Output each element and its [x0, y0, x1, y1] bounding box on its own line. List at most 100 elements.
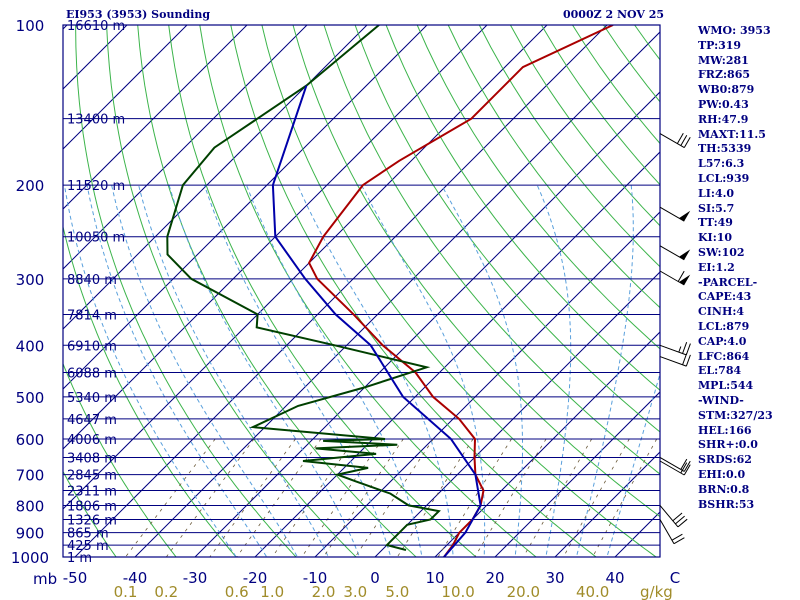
isotherm-line: [134, 31, 660, 557]
wind-barb: [659, 460, 691, 476]
height-label: 6910 m: [67, 339, 117, 354]
height-label: 865 m: [67, 527, 109, 542]
mixing-ratio-line: [592, 438, 658, 557]
index-line: EI:1.2: [698, 260, 735, 274]
wind-barb-staff: [659, 344, 687, 356]
moist-adiabat-line: [441, 184, 523, 557]
dry-adiabat-line: [63, 224, 237, 557]
moist-adiabat-line: [606, 372, 660, 557]
temperature-tick-label: -30: [183, 569, 208, 587]
pressure-label: 600: [16, 431, 45, 449]
mixing-ratio-label: 0.1: [114, 583, 138, 600]
pressure-label: 900: [16, 525, 45, 543]
mixing-ratio-label: 20.0: [507, 583, 540, 600]
index-line: MW:281: [698, 53, 749, 67]
wind-barb-staff: [659, 460, 685, 476]
wind-barb: [659, 245, 691, 261]
wind-barb-half-flag: [678, 346, 682, 353]
dry-adiabat-line: [75, 25, 297, 557]
mixing-ratio-line: [124, 438, 216, 557]
wind-barb-flag: [676, 132, 684, 144]
wind-barb-flag: [682, 353, 688, 365]
wind-barb-flag: [673, 537, 685, 545]
pressure-label: 1000: [11, 549, 49, 567]
dry-adiabat-line: [0, 25, 3, 568]
dry-adiabat-line: [478, 25, 660, 268]
moist-adiabat-line: [575, 185, 634, 557]
pressure-label: 800: [16, 497, 45, 515]
mixing-ratio-label: 0.6: [225, 583, 249, 600]
dry-adiabat-line: [168, 25, 477, 557]
index-line: LCL:939: [698, 171, 750, 185]
pressure-label: 100: [16, 17, 45, 35]
height-label: 11520 m: [67, 179, 125, 194]
index-line: STM:327/23: [698, 408, 773, 422]
temperature-tick-label: 40: [605, 569, 624, 587]
height-label: 4647 m: [67, 413, 117, 428]
moist-adiabat-line: [246, 184, 423, 557]
moist-adiabat-line: [361, 184, 486, 557]
temperature-tick-label: C: [670, 569, 680, 587]
moist-adiabat-line: [63, 185, 237, 557]
temperature-tick-label: 10: [425, 569, 444, 587]
index-line: -PARCEL-: [698, 275, 758, 289]
index-line: LI:4.0: [698, 186, 735, 200]
dry-adiabat-line: [292, 25, 660, 518]
height-label: 1806 m: [67, 499, 117, 514]
dry-adiabat-line: [354, 25, 660, 433]
dry-adiabat-line: [385, 25, 660, 391]
temperature-tick-label: -10: [303, 569, 328, 587]
mixing-ratio-unit-label: g/kg: [640, 583, 673, 600]
index-line: BSHR:53: [698, 497, 755, 511]
dry-adiabat-line: [63, 470, 117, 557]
index-line: SHR+:0.0: [698, 438, 758, 452]
temperature-tick-label: -20: [243, 569, 268, 587]
mixing-ratio-label: 40.0: [576, 583, 609, 600]
wind-barb-pennant: [679, 274, 691, 285]
isotherm-line: [314, 211, 660, 557]
height-label: 6088 m: [67, 367, 117, 382]
isotherm-line: [63, 25, 308, 270]
isotherm-line: [63, 25, 68, 30]
temperature-tick-label: -50: [63, 569, 88, 587]
wind-barb-flag: [682, 342, 688, 354]
dry-adiabat-line: [261, 25, 657, 557]
isotherm-line: [194, 91, 660, 557]
wind-barb-flag: [677, 518, 688, 528]
wind-barb-flag: [683, 464, 691, 476]
isotherm-line: [63, 25, 548, 510]
indices-panel: WMO: 3953 TP:319 MW:281 FRZ:865 WB0:879 PW:0.…: [698, 24, 773, 512]
index-line: TT:49: [698, 216, 733, 230]
index-line: SRDS:62: [698, 453, 752, 467]
mixing-ratio-label: 5.0: [385, 583, 409, 600]
index-line: CINH:4: [698, 305, 745, 319]
isotherm-line: [63, 25, 488, 450]
wind-barb-staff: [659, 519, 675, 544]
index-line: PW:0.43: [698, 97, 749, 111]
wind-barb: [659, 457, 691, 472]
isotherm-line: [254, 151, 660, 557]
temperature-tick-label: -40: [123, 569, 148, 587]
wind-barb-flag: [685, 354, 691, 367]
isotherm-line: [434, 331, 660, 557]
index-line: MPL:544: [698, 379, 754, 393]
moist-adiabat-line: [203, 184, 392, 557]
height-label: 2311 m: [67, 485, 117, 500]
height-label: 10050 m: [67, 231, 125, 246]
wind-barb-flag: [680, 462, 688, 474]
mixing-ratio-line: [165, 438, 255, 557]
index-line: HEL:166: [698, 423, 752, 437]
height-label: 425 m: [67, 539, 109, 554]
index-line: RH:47.9: [698, 112, 749, 126]
mixing-ratio-line: [396, 438, 474, 557]
height-label: 13400 m: [67, 113, 125, 128]
moist-adiabat-line: [86, 185, 268, 557]
index-line: TH:5339: [698, 142, 752, 156]
isotherm-line: [63, 25, 248, 210]
height-label: 7814 m: [67, 308, 117, 323]
wind-barb: [659, 505, 688, 528]
index-line: BRN:0.8: [698, 482, 750, 496]
mixing-ratio-label: 0.2: [154, 583, 178, 600]
temperature-tick-label: 30: [545, 569, 564, 587]
index-line: MAXT:11.5: [698, 127, 766, 141]
